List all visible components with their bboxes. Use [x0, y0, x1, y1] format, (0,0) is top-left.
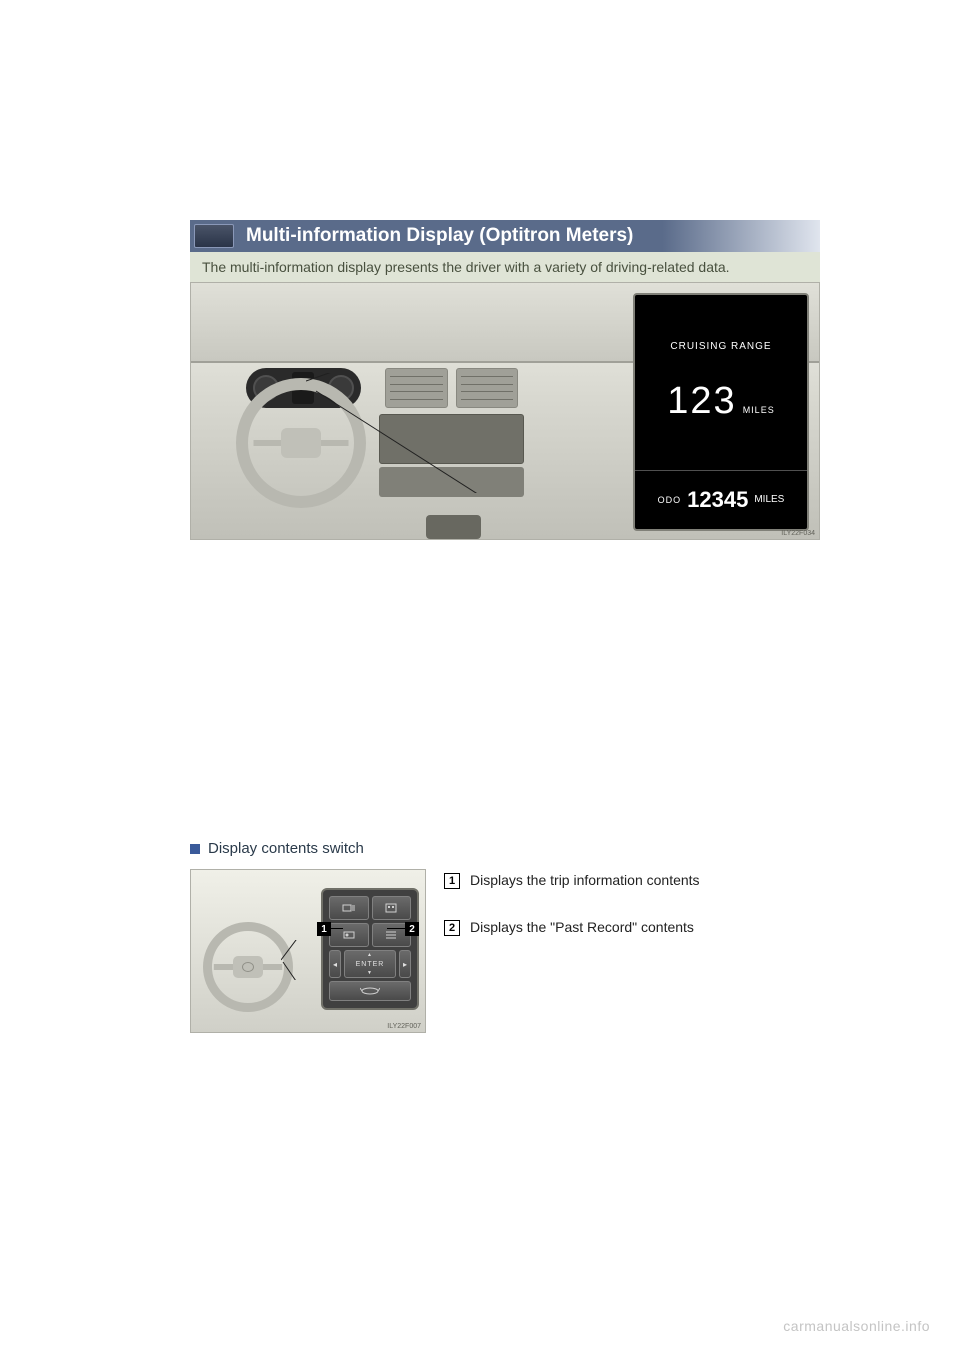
page-title: Multi-information Display (Optitron Mete…	[246, 225, 633, 247]
subtitle-row: The multi-information display presents t…	[190, 252, 820, 282]
cp-enter-button: ENTER	[344, 950, 396, 978]
figure-code-switch: ILY22F007	[387, 1023, 421, 1030]
callout-badge-1: 1	[317, 922, 331, 936]
cruising-range-number: 123	[667, 380, 736, 423]
cp-button-top-left	[329, 896, 369, 920]
multi-info-display-callout: CRUISING RANGE 123 MILES ODO 12345 MILES	[633, 293, 809, 531]
cp-bottom-button	[329, 981, 411, 1001]
list-badge-2: 2	[444, 920, 460, 936]
list-item: 2 Displays the "Past Record" contents	[444, 918, 820, 937]
title-row: Multi-information Display (Optitron Mete…	[190, 220, 820, 252]
cruising-range-label: CRUISING RANGE	[670, 341, 771, 352]
document-page: Multi-information Display (Optitron Mete…	[0, 0, 960, 1073]
figure-switch-panel: ◂ ENTER ▸ 1 2 ILY22F007	[190, 869, 426, 1033]
switch-description-list: 1 Displays the trip information contents…	[444, 869, 820, 965]
display-upper-section: CRUISING RANGE 123 MILES	[635, 295, 807, 471]
cruising-range-unit: MILES	[743, 405, 775, 415]
switch-section: ◂ ENTER ▸ 1 2 ILY22F007 1 Displays the t…	[190, 869, 820, 1033]
figure-code-main: ILY22F034	[781, 530, 815, 537]
display-lower-section: ODO 12345 MILES	[635, 471, 807, 529]
cp-button-mid-left	[329, 923, 369, 947]
cp-right-arrow: ▸	[399, 950, 411, 978]
cp-left-arrow: ◂	[329, 950, 341, 978]
odo-value: 12345	[687, 487, 748, 513]
figure-dashboard-main: CRUISING RANGE 123 MILES ODO 12345MILES …	[190, 282, 820, 540]
odo-label: ODO	[658, 495, 682, 505]
list-text-2: Displays the "Past Record" contents	[470, 918, 694, 937]
cp-button-top-right	[372, 896, 412, 920]
list-item: 1 Displays the trip information contents	[444, 871, 820, 890]
list-text-1: Displays the trip information contents	[470, 871, 700, 890]
section-heading-row: Display contents switch	[190, 840, 820, 857]
header-bar: Multi-information Display (Optitron Mete…	[190, 220, 820, 282]
list-badge-1: 1	[444, 873, 460, 889]
section-heading: Display contents switch	[208, 840, 364, 857]
watermark: carmanualsonline.info	[783, 1318, 930, 1334]
odo-unit: MILES	[754, 494, 784, 505]
cruising-range-value-row: 123 MILES	[667, 380, 774, 423]
control-panel: ◂ ENTER ▸ 1 2	[321, 888, 419, 1010]
page-subtitle: The multi-information display presents t…	[202, 259, 730, 275]
display-icon	[194, 224, 234, 248]
callout-badge-2: 2	[405, 922, 419, 936]
bullet-square-icon	[190, 844, 200, 854]
